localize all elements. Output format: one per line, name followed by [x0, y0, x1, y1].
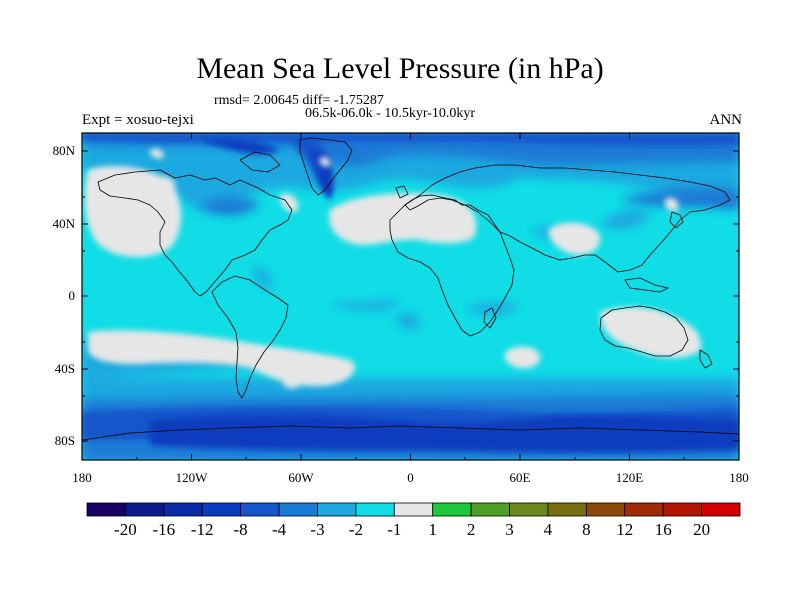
pole-minus4 [82, 133, 739, 146]
antarctica-coast [82, 425, 739, 441]
australia-neutral [600, 307, 701, 358]
subtitle: 06.5k-06.0k - 10.5kyr-10.0kyr [305, 106, 476, 121]
season-label: ANN [709, 112, 743, 128]
north-pacific-neutral2 [150, 175, 176, 192]
greenland-neutral [319, 156, 331, 167]
colorbar-label: -1 [387, 520, 402, 539]
southern-ocean-minus8 [150, 415, 739, 453]
east-asia-blob [600, 210, 650, 229]
japan-coast [669, 211, 684, 229]
colorbar-label: 16 [654, 520, 672, 539]
lat-label-0: 0 [68, 288, 76, 303]
lon-label-120e: 120E [615, 470, 644, 485]
colorbar-label: 20 [693, 520, 711, 539]
patagonia-neutral [280, 370, 301, 389]
lon-label-0: 0 [407, 470, 414, 485]
colorbar-label: 1 [428, 520, 437, 539]
colorbar-label: -2 [348, 520, 363, 539]
lat-label-40n: 40N [52, 216, 75, 231]
colorbar-swatch [86, 502, 126, 517]
australia-coast [599, 305, 689, 357]
asia-neutral [548, 222, 601, 255]
colorbar-swatch [317, 502, 357, 517]
colorbar-swatch [585, 502, 626, 517]
colorbar-label: -16 [152, 520, 176, 539]
colorbar-label: -20 [114, 520, 137, 539]
colorbar-label: 3 [505, 520, 514, 539]
lon-label-180e: 180 [729, 470, 749, 485]
colorbar [86, 502, 741, 517]
colorbar-swatch [432, 502, 472, 517]
lat-ticks [82, 150, 739, 442]
colorbar-swatch [201, 502, 242, 517]
new-zealand-coast [699, 349, 713, 369]
experiment-label: Expt = xosuo-tejxi [82, 112, 194, 128]
lon-label-180w: 180 [72, 470, 92, 485]
britain-coast [395, 185, 409, 199]
colorbar-swatch [240, 502, 280, 517]
stats-text: rmsd= 2.00645 diff= -1.75287 [214, 93, 384, 108]
lat-label-80n: 80N [52, 143, 75, 158]
colorbar-label: -12 [190, 520, 214, 539]
south-atlantic-blob2 [330, 299, 400, 311]
newfoundland-neutral [280, 193, 299, 212]
lon-label-60w: 60W [288, 470, 314, 485]
colorbar-swatch [662, 502, 702, 517]
colorbar-swatch [355, 502, 395, 517]
colorbar-label: -8 [233, 520, 248, 539]
arctic-neutral [149, 148, 164, 159]
north-atlantic-neutral [329, 193, 477, 245]
coastlines [82, 137, 739, 441]
lon-label-60e: 60E [509, 470, 531, 485]
arctic-canada-minus8 [200, 139, 280, 155]
kamchatka-neutral [664, 198, 679, 212]
eurasia-coast [404, 164, 731, 273]
africa-coast [389, 194, 515, 337]
colorbar-swatch [701, 502, 741, 517]
colorbar-label: 8 [582, 520, 591, 539]
colorbar-swatch [163, 502, 203, 517]
plot-title: Mean Sea Level Pressure (in hPa) [196, 52, 604, 85]
north-pacific-east-minus3 [620, 187, 739, 210]
tropical-atlantic-blob [253, 265, 272, 290]
arctic-islands-coast [239, 151, 281, 173]
colorbar-swatch [393, 502, 434, 517]
north-america-coast [97, 169, 293, 297]
lat-label-40s: 40S [54, 361, 75, 376]
colorbar-swatch [547, 502, 587, 517]
hudson-minus3 [200, 197, 260, 216]
colorbar-label: 4 [543, 520, 553, 539]
lon-label-120w: 120W [175, 470, 208, 485]
colorbar-swatch [278, 502, 318, 517]
colorbar-swatch [624, 502, 664, 517]
colorbar-swatch [509, 502, 549, 517]
colorbar-swatch [125, 502, 165, 517]
lon-ticks [136, 133, 685, 460]
indian-ocean-neutral [504, 346, 541, 369]
south-america-coast [211, 275, 289, 399]
colorbar-label: 2 [466, 520, 476, 539]
colorbar-label: -3 [310, 520, 325, 539]
madagascar-coast [483, 307, 497, 329]
indonesia-coast [624, 277, 669, 293]
lat-label-80s: 80S [54, 433, 75, 448]
colorbar-label: 12 [616, 520, 634, 539]
colorbar-swatch [470, 502, 510, 517]
greenland-coast [299, 137, 353, 196]
colorbar-label: -4 [272, 520, 287, 539]
south-atlantic-blob [395, 313, 420, 330]
